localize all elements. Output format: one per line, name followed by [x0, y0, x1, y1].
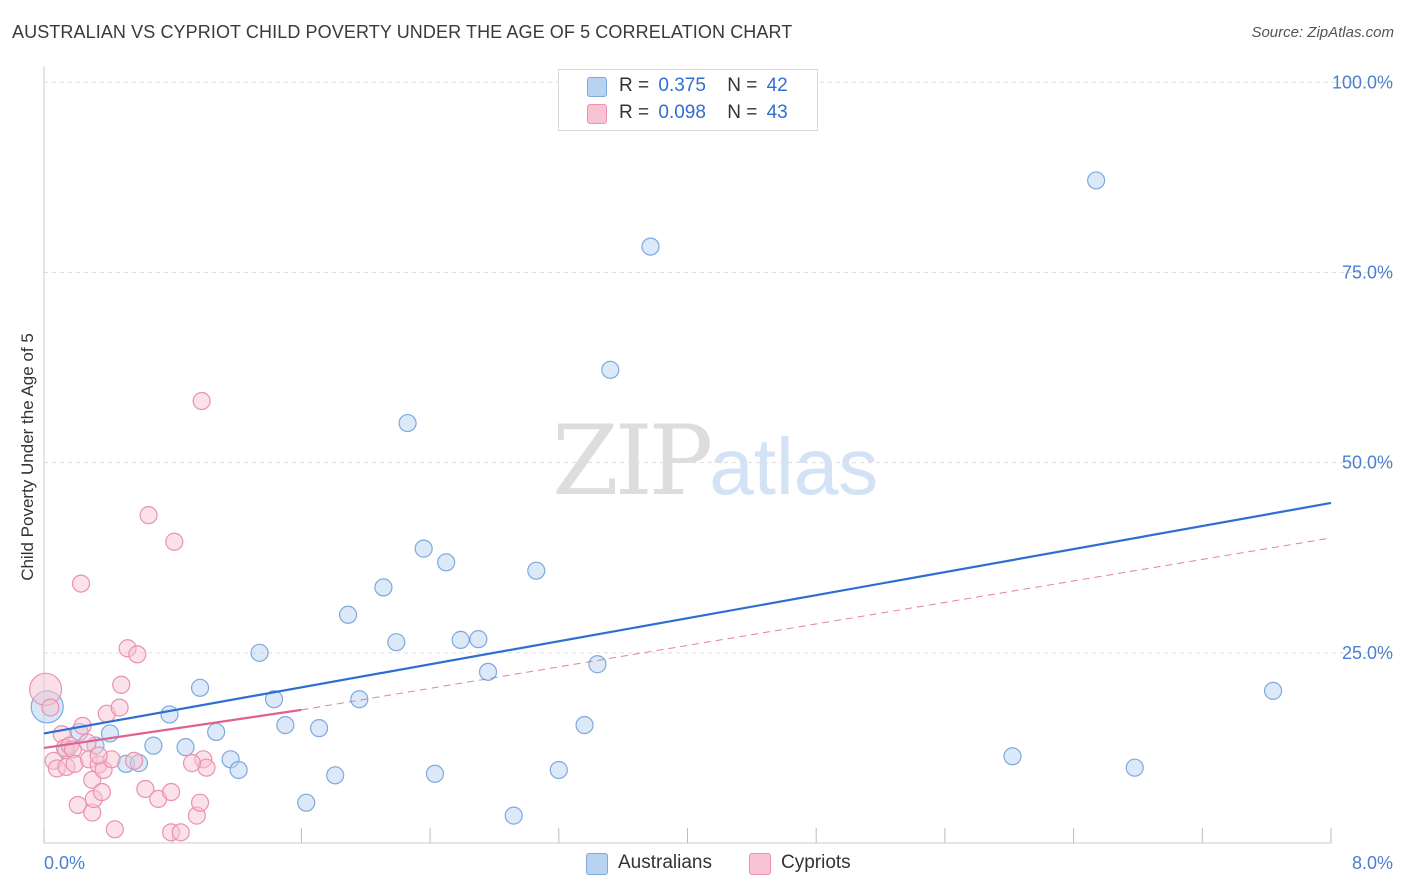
series-label-cypriots: Cypriots	[781, 852, 851, 873]
australians-point	[478, 662, 498, 681]
australians-point	[527, 561, 546, 580]
cypriots-trend-line	[43, 708, 302, 749]
source-label: Source: ZipAtlas.com	[1251, 24, 1394, 41]
australians-point	[1003, 747, 1022, 766]
cypriots-point	[128, 645, 147, 664]
legend-n-label: N =	[727, 102, 758, 123]
cypriots-point	[68, 795, 87, 815]
x-tick-label: 0.0%	[44, 853, 85, 873]
australians-point	[504, 806, 523, 825]
series-swatch-cypriots	[749, 853, 771, 875]
australians-point	[207, 722, 226, 742]
australians-point	[469, 630, 488, 649]
australians-point	[160, 705, 179, 724]
cypriots-point	[110, 698, 129, 717]
cypriots-trend-extension	[301, 537, 1332, 711]
y-tick-label: 25.0%	[1342, 643, 1393, 663]
australians-trend-line	[43, 501, 1332, 735]
australians-point	[387, 633, 406, 652]
y-tick-label: 50.0%	[1342, 453, 1393, 473]
cypriots-point	[171, 823, 190, 842]
cypriots-point	[112, 675, 131, 694]
legend-n-value: 43	[766, 102, 788, 123]
australians-point	[176, 738, 195, 757]
australians-point	[437, 553, 456, 572]
cypriots-point	[124, 751, 144, 770]
correlation-legend: R = 0.375 N = 42 R = 0.098 N = 43	[558, 69, 818, 131]
cypriots-point	[161, 782, 181, 802]
australians-point	[425, 764, 445, 783]
chart-title: AUSTRALIAN VS CYPRIOT CHILD POVERTY UNDE…	[12, 22, 793, 42]
legend-n-value: 42	[766, 75, 788, 96]
australians-point	[451, 630, 470, 649]
australians-point	[309, 719, 329, 738]
legend-text-australians: R = 0.375 N = 42	[619, 75, 788, 97]
australians-point	[190, 678, 210, 697]
cypriots-point	[71, 574, 91, 593]
australians-point	[1087, 171, 1106, 190]
australians-point	[398, 413, 417, 433]
legend-r-label: R =	[619, 75, 650, 96]
australians-point	[264, 690, 284, 709]
cypriots-point	[92, 782, 112, 802]
australians-point	[326, 766, 345, 785]
legend-r-value: 0.098	[658, 102, 706, 123]
cypriots-point	[105, 820, 124, 839]
australians-point	[374, 578, 393, 597]
cypriots-point	[192, 391, 211, 411]
australians-point	[641, 237, 660, 256]
cypriots-point	[182, 754, 202, 773]
cypriots-point	[89, 746, 108, 765]
australians-point	[338, 605, 358, 624]
australians-point	[250, 643, 269, 662]
australians-point	[1125, 758, 1144, 777]
legend-swatch-australians	[587, 77, 607, 97]
australians-point	[575, 715, 594, 735]
australians-point	[297, 793, 316, 812]
x-tick-label: 8.0%	[1352, 853, 1393, 873]
legend-r-label: R =	[619, 102, 650, 123]
cypriots-point	[139, 506, 158, 525]
australians-point	[414, 539, 433, 558]
australians-point	[588, 655, 607, 674]
australians-point	[350, 690, 369, 709]
y-tick-label: 75.0%	[1342, 262, 1393, 282]
australians-point	[229, 760, 248, 780]
cypriots-point	[190, 793, 210, 812]
series-swatch-australians	[586, 853, 608, 875]
legend-swatch-cypriots	[587, 104, 607, 124]
cypriots-point	[165, 532, 184, 551]
cypriots-point	[136, 779, 155, 799]
australians-point	[1263, 681, 1283, 700]
legend-text-cypriots: R = 0.098 N = 43	[619, 102, 788, 124]
legend-r-value: 0.375	[658, 75, 706, 96]
australians-point	[276, 715, 295, 735]
y-tick-label: 100.0%	[1332, 72, 1393, 92]
australians-point	[144, 736, 163, 755]
series-label-australians: Australians	[618, 852, 712, 873]
cypriots-point	[41, 698, 60, 717]
legend-n-label: N =	[727, 75, 758, 96]
australians-point	[549, 760, 568, 780]
australians-point	[601, 360, 620, 379]
